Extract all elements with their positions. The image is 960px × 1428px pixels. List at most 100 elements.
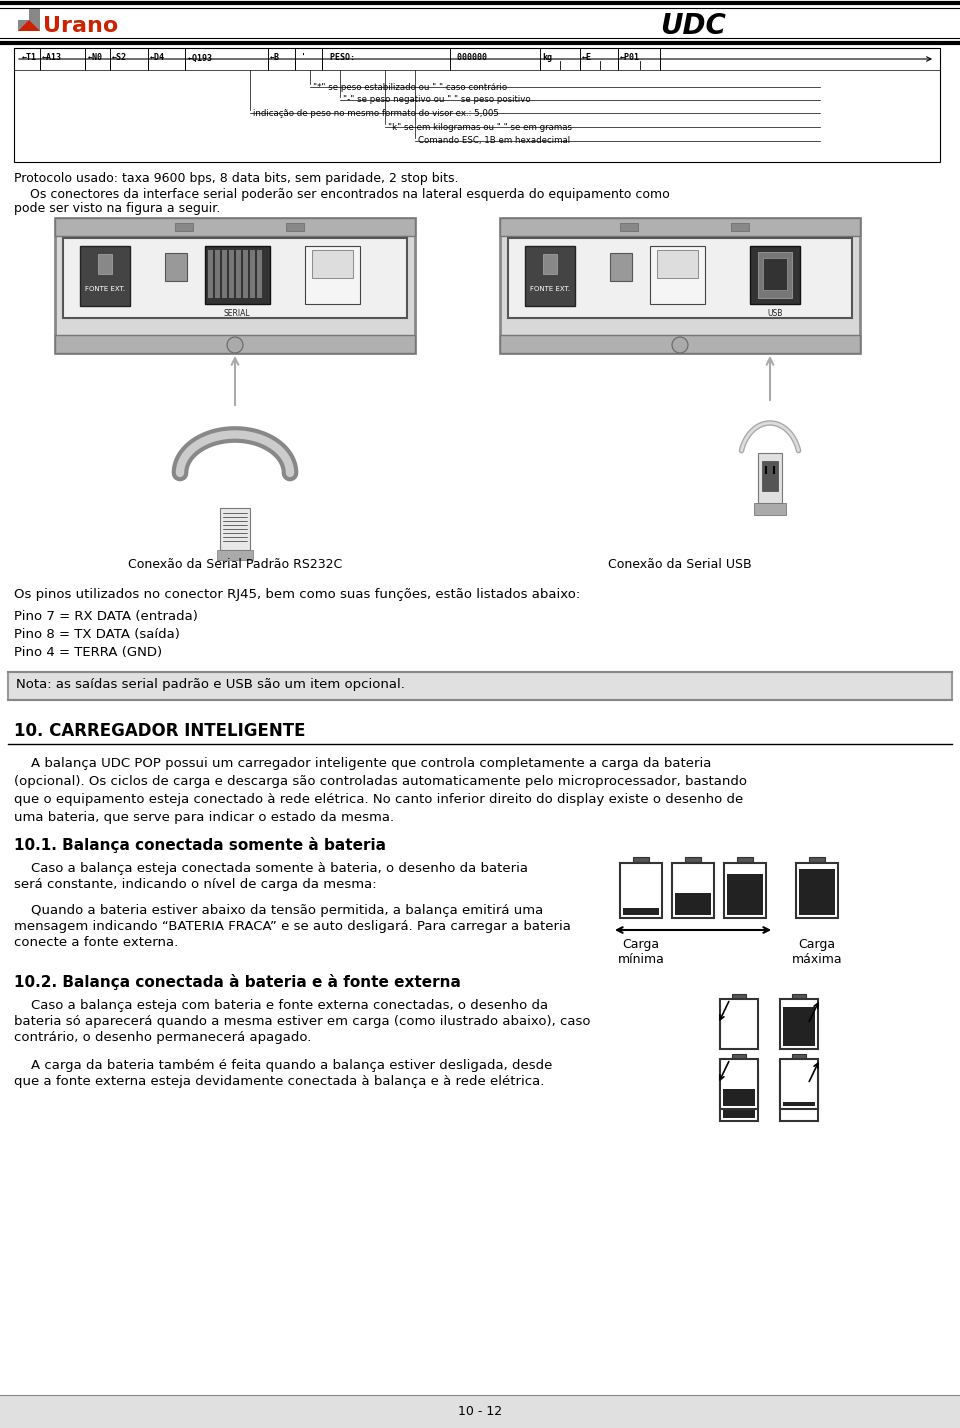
Text: ←T1: ←T1	[22, 53, 37, 63]
Bar	[243, 250, 248, 298]
Bar	[732, 1065, 746, 1071]
Bar	[14, 49, 40, 70]
Bar	[799, 870, 835, 915]
Bar	[758, 251, 792, 298]
Bar	[623, 908, 659, 915]
Text: ': '	[296, 53, 306, 63]
Bar	[18, 9, 29, 20]
Text: Urano: Urano	[43, 16, 118, 36]
Bar	[796, 863, 838, 918]
Bar	[525, 246, 575, 306]
Bar	[783, 1102, 815, 1107]
Text: Comando ESC, 1B em hexadecimal: Comando ESC, 1B em hexadecimal	[418, 137, 570, 146]
Text: Os conectores da interface serial poderão ser encontrados na lateral esquerda do: Os conectores da interface serial poderã…	[14, 188, 670, 201]
Bar	[620, 223, 638, 231]
Text: USB: USB	[767, 308, 782, 318]
Bar	[236, 250, 241, 298]
Bar	[732, 1054, 746, 1060]
Bar	[792, 1054, 806, 1060]
Bar	[780, 1000, 818, 1050]
Text: bateria só aparecerá quando a mesma estiver em carga (como ilustrado abaixo), ca: bateria só aparecerá quando a mesma esti…	[14, 1015, 590, 1028]
Bar	[724, 863, 766, 918]
Text: Pino 4 = TERRA (GND): Pino 4 = TERRA (GND)	[14, 645, 162, 658]
Bar	[98, 254, 112, 274]
Text: Nota: as saídas serial padrão e USB são um item opcional.: Nota: as saídas serial padrão e USB são …	[16, 678, 405, 691]
Text: 000000: 000000	[452, 53, 487, 63]
Bar	[650, 246, 705, 304]
Bar	[508, 238, 852, 318]
Bar	[205, 246, 270, 304]
Text: "k" se em kilogramas ou " " se em gramas: "k" se em kilogramas ou " " se em gramas	[388, 123, 572, 131]
Bar	[257, 250, 262, 298]
Bar	[727, 874, 763, 915]
Text: será constante, indicando o nível de carga da mesma:: será constante, indicando o nível de car…	[14, 878, 376, 891]
Bar	[610, 253, 632, 281]
Text: Conexão da Serial USB: Conexão da Serial USB	[609, 558, 752, 571]
Text: ←D4: ←D4	[150, 53, 165, 63]
Text: ←Q193: ←Q193	[188, 53, 213, 63]
Bar	[268, 49, 295, 70]
Bar	[737, 857, 753, 863]
Text: FONTE EXT.: FONTE EXT.	[84, 286, 125, 291]
Bar	[55, 336, 415, 353]
Text: PESO:: PESO:	[325, 53, 355, 63]
Bar	[685, 857, 701, 863]
Bar	[110, 49, 148, 70]
Text: 10.1. Balança conectada somente à bateria: 10.1. Balança conectada somente à bateri…	[14, 837, 386, 853]
Bar	[723, 1092, 755, 1118]
Text: conecte a fonte externa.: conecte a fonte externa.	[14, 935, 179, 950]
Bar	[222, 250, 227, 298]
Bar	[660, 49, 940, 70]
Bar	[780, 1071, 818, 1121]
Bar	[720, 1000, 758, 1050]
Bar	[148, 49, 185, 70]
Bar	[500, 218, 860, 353]
Text: mensagem indicando “BATERIA FRACA” e se auto desligará. Para carregar a bateria: mensagem indicando “BATERIA FRACA” e se …	[14, 920, 571, 932]
Bar	[175, 223, 193, 231]
Text: ←E: ←E	[582, 53, 592, 63]
Bar	[763, 258, 787, 290]
Bar	[675, 892, 711, 915]
Bar	[18, 9, 40, 31]
Bar	[720, 1071, 758, 1121]
Bar	[250, 250, 255, 298]
Text: ←P01: ←P01	[620, 53, 640, 63]
Text: que a fonte externa esteja devidamente conectada à balança e à rede elétrica.: que a fonte externa esteja devidamente c…	[14, 1075, 544, 1088]
Bar	[540, 49, 580, 70]
Bar	[0, 1395, 960, 1428]
Bar	[305, 246, 360, 304]
Text: SERIAL: SERIAL	[224, 308, 251, 318]
Bar	[229, 250, 234, 298]
Circle shape	[672, 337, 688, 353]
Text: Carga
mínima: Carga mínima	[617, 938, 664, 965]
Bar	[8, 673, 952, 700]
Text: indicação de peso no mesmo formato do visor ex.: 5,005: indicação de peso no mesmo formato do vi…	[253, 109, 499, 117]
Bar	[633, 857, 649, 863]
Text: 10.2. Balança conectada à bateria e à fonte externa: 10.2. Balança conectada à bateria e à fo…	[14, 974, 461, 990]
Text: ←A13: ←A13	[42, 53, 62, 63]
Bar	[208, 250, 213, 298]
Bar	[657, 250, 698, 278]
Bar	[723, 1090, 755, 1107]
Text: FONTE EXT.: FONTE EXT.	[530, 286, 570, 291]
Text: Pino 7 = RX DATA (entrada): Pino 7 = RX DATA (entrada)	[14, 610, 198, 623]
Text: Os pinos utilizados no conector RJ45, bem como suas funções, estão listados abai: Os pinos utilizados no conector RJ45, be…	[14, 588, 580, 601]
Text: "*" se peso estabilizado ou " " caso contrário: "*" se peso estabilizado ou " " caso con…	[313, 83, 507, 91]
Text: Pino 8 = TX DATA (saída): Pino 8 = TX DATA (saída)	[14, 628, 180, 641]
Bar	[217, 550, 253, 560]
Text: contrário, o desenho permanecerá apagado.: contrário, o desenho permanecerá apagado…	[14, 1031, 311, 1044]
Bar	[312, 250, 353, 278]
Bar	[731, 223, 749, 231]
Polygon shape	[18, 20, 40, 31]
Bar	[14, 49, 940, 161]
Bar	[758, 453, 782, 503]
Bar	[500, 336, 860, 353]
Circle shape	[227, 337, 243, 353]
Text: Conexão da Serial Padrão RS232C: Conexão da Serial Padrão RS232C	[128, 558, 342, 571]
Bar	[672, 863, 714, 918]
Bar	[732, 994, 746, 1000]
Bar	[165, 253, 187, 281]
Bar	[185, 49, 268, 70]
Bar	[63, 238, 407, 318]
Text: ←B: ←B	[270, 53, 280, 63]
